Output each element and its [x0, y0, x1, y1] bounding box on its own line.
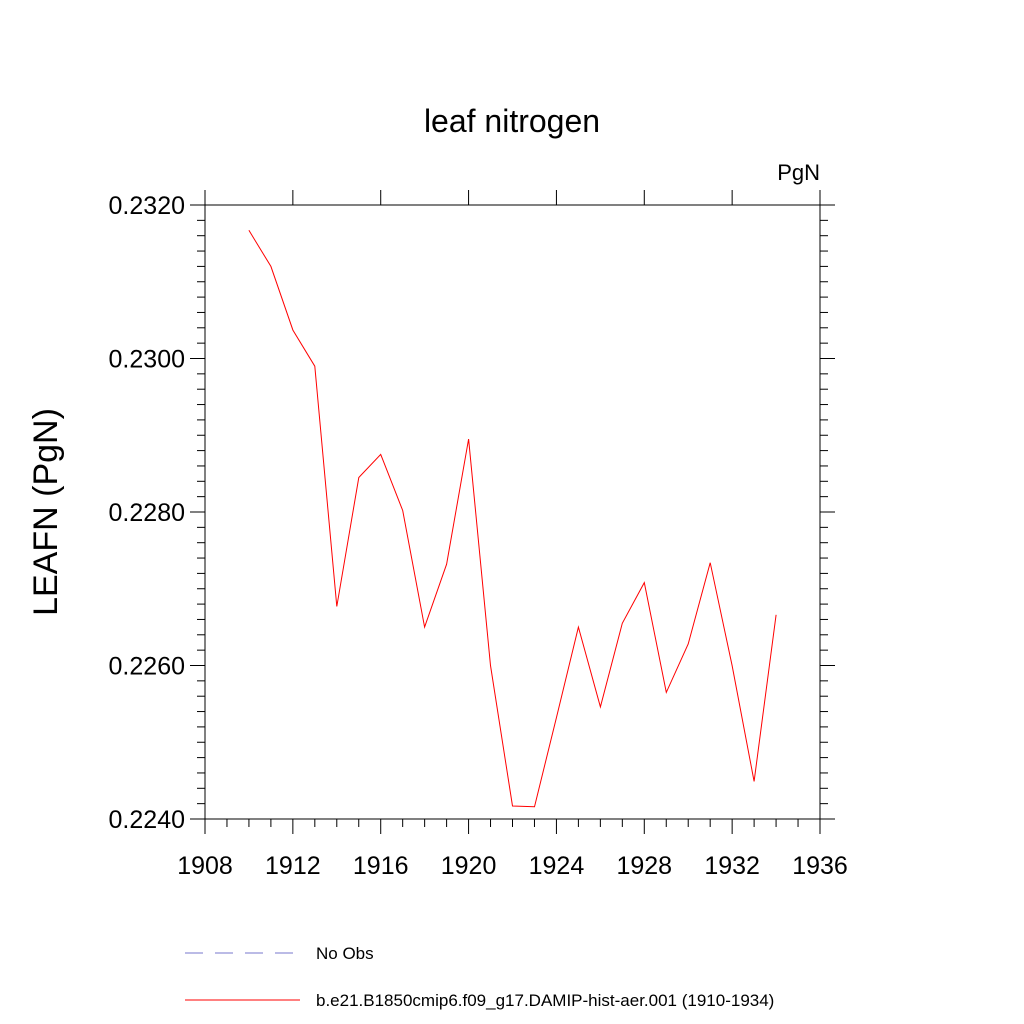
x-tick-label: 1932 [704, 852, 760, 880]
series-line [248, 230, 777, 808]
legend: No Obs b.e21.B1850cmip6.f09_g17.DAMIP-hi… [185, 944, 774, 1010]
series-layer [248, 230, 777, 808]
chart-title: leaf nitrogen [424, 103, 600, 139]
x-tick-label: 1936 [792, 852, 848, 880]
y-tick-label: 0.2240 [109, 806, 185, 834]
y-tick-label: 0.2280 [109, 499, 185, 527]
x-tick-label: 1928 [616, 852, 672, 880]
x-tick-label: 1908 [177, 852, 233, 880]
x-tick-label: 1916 [353, 852, 409, 880]
x-tick-label: 1920 [441, 852, 497, 880]
y-tick-label: 0.2320 [109, 192, 185, 220]
plot-frame [204, 204, 821, 820]
y-tick-label: 0.2300 [109, 346, 185, 374]
y-tick-label: 0.2260 [109, 653, 185, 681]
x-tick-label: 1912 [265, 852, 321, 880]
y-axis: 0.2240 0.2260 0.2280 0.2300 0.2320 [109, 192, 835, 834]
units-label: PgN [777, 160, 820, 185]
x-tick-label: 1924 [529, 852, 585, 880]
legend-label-series: b.e21.B1850cmip6.f09_g17.DAMIP-hist-aer.… [316, 991, 774, 1010]
y-axis-title: LEAFN (PgN) [27, 408, 65, 616]
legend-label-no-obs: No Obs [316, 944, 374, 963]
x-axis: 1908 1912 1916 1920 1924 1928 1932 1936 [177, 190, 848, 880]
